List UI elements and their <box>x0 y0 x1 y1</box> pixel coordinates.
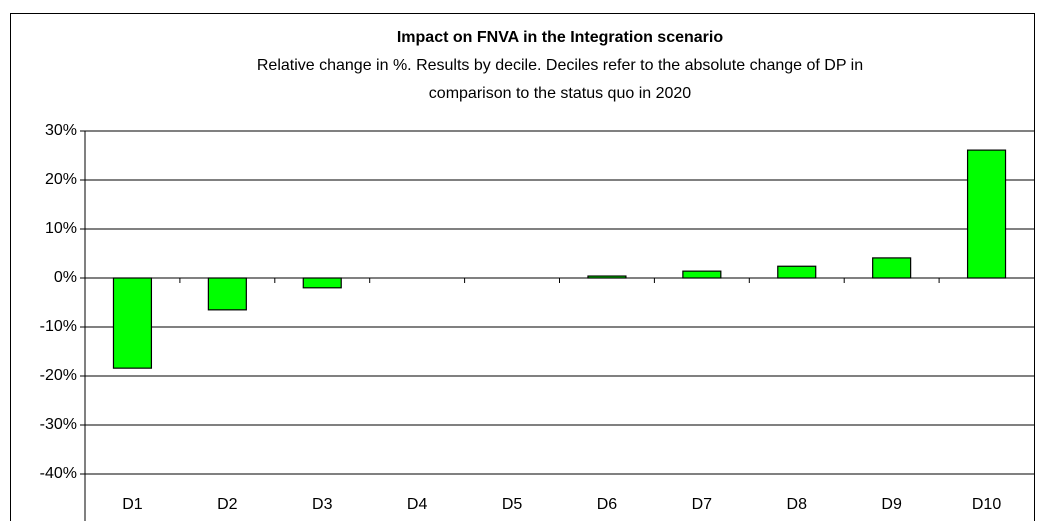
y-tick-label: 10% <box>45 220 77 237</box>
bar <box>587 275 627 279</box>
bar <box>682 270 722 279</box>
bar <box>112 277 153 369</box>
x-tick-label: D8 <box>787 496 808 513</box>
x-tick-label: D6 <box>597 496 618 513</box>
chart-subtitle: comparison to the status quo in 2020 <box>429 85 691 102</box>
y-tick-label: 20% <box>45 171 77 188</box>
x-tick-label: D5 <box>502 496 523 513</box>
x-tick-label: D7 <box>692 496 713 513</box>
y-tick-label: -20% <box>40 367 77 384</box>
bar <box>777 265 817 279</box>
x-tick-label: D9 <box>881 496 902 513</box>
x-tick-label: D1 <box>122 496 143 513</box>
bar <box>872 257 912 279</box>
x-tick-label: D3 <box>312 496 333 513</box>
x-tick-label: D4 <box>407 496 428 513</box>
bar <box>966 149 1007 279</box>
chart-border <box>10 13 1035 521</box>
x-tick-label: D2 <box>217 496 238 513</box>
y-tick-label: -10% <box>40 318 77 335</box>
y-tick-label: 30% <box>45 122 77 139</box>
x-tick-label: D10 <box>972 496 1001 513</box>
bar <box>302 277 342 289</box>
y-tick-label: 0% <box>54 269 77 286</box>
chart-subtitle: Relative change in %. Results by decile.… <box>257 57 863 74</box>
y-tick-label: -40% <box>40 465 77 482</box>
y-tick-label: -30% <box>40 416 77 433</box>
chart-title: Impact on FNVA in the Integration scenar… <box>397 29 723 46</box>
bar <box>207 277 247 311</box>
